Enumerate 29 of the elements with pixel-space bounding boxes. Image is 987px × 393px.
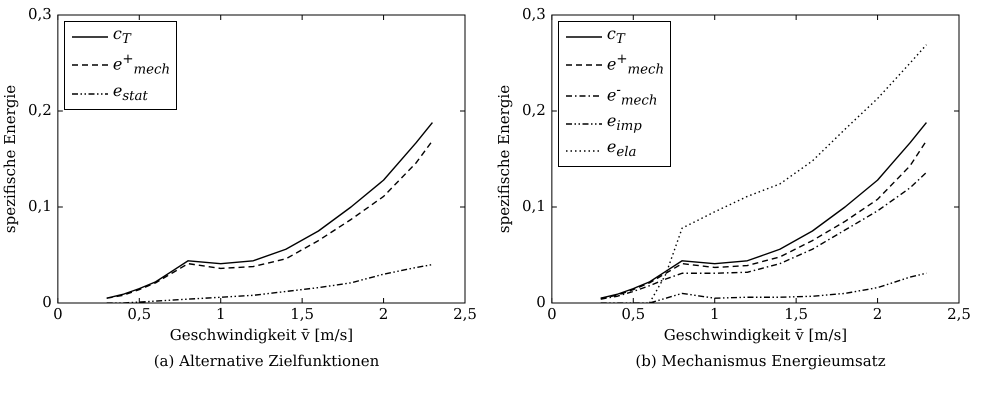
x-tick-label: 2 — [872, 304, 882, 323]
y-tick-label: 0,3 — [522, 4, 546, 23]
legend-label: c$_{T}$ — [112, 24, 131, 50]
y-tick-label: 0,2 — [28, 100, 52, 119]
x-axis-title: Geschwindigkeit v̄ [m/s] — [170, 326, 354, 344]
y-tick-label: 0,1 — [522, 196, 546, 215]
x-tick-label: 2,5 — [453, 304, 477, 323]
x-tick-label: 2,5 — [947, 304, 971, 323]
y-tick-label: 0 — [42, 292, 52, 311]
text: (b) Mechanismus Energieumsatz — [634, 352, 887, 370]
y-tick-label: 0,2 — [522, 100, 546, 119]
legend-label: e$_{imp}$ — [606, 111, 642, 136]
x-tick-label: 1 — [710, 304, 720, 323]
legend-label: c$_{T}$ — [606, 24, 625, 50]
y-tick-label: 0,1 — [28, 196, 52, 215]
text: (a) Alternative Zielfunktionen — [152, 352, 380, 370]
y-axis-title: spezifische Energie — [494, 84, 513, 234]
legend-label: e$_{stat}$ — [112, 80, 148, 106]
x-tick-label: 2 — [378, 304, 388, 323]
y-tick-label: 0,3 — [28, 4, 52, 23]
legend-label: e$_{ela}$ — [606, 137, 636, 163]
x-tick-label: 1,5 — [784, 304, 808, 323]
y-tick-label: 0 — [536, 292, 546, 311]
x-tick-label: 0,5 — [621, 304, 646, 323]
x-tick-label: 0,5 — [127, 304, 152, 323]
x-tick-label: 1 — [216, 304, 226, 323]
x-axis-title: Geschwindigkeit v̄ [m/s] — [664, 326, 848, 344]
x-tick-label: 1,5 — [290, 304, 314, 323]
y-axis-title: spezifische Energie — [0, 84, 19, 234]
